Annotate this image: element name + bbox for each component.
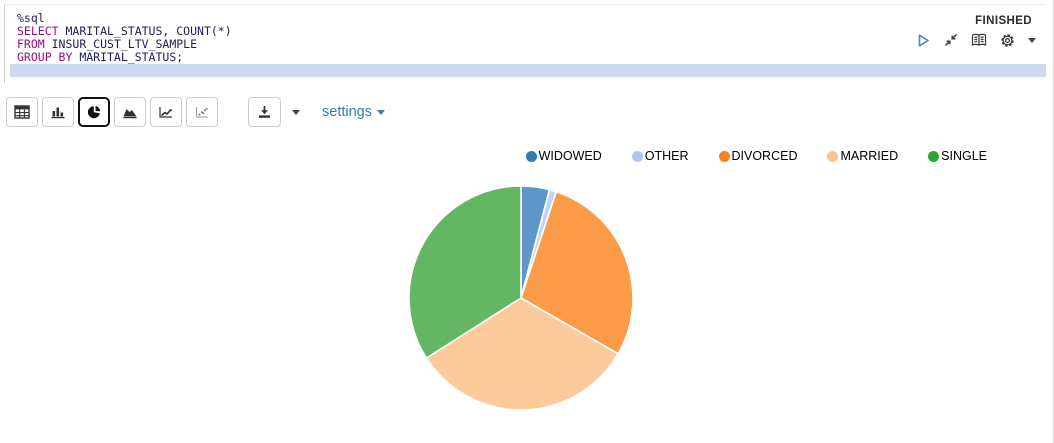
- compress-icon[interactable]: [944, 33, 958, 47]
- legend-dot-icon: [827, 150, 839, 162]
- code-lines: %sql SELECT MARITAL_STATUS, COUNT(*) FROM …: [5, 12, 1046, 77]
- legend-label: OTHER: [644, 149, 689, 163]
- legend-dot-icon: [631, 150, 643, 162]
- pie-slice-single[interactable]: [408, 185, 522, 359]
- code-token: SELECT: [17, 24, 59, 38]
- download-button[interactable]: [248, 97, 281, 127]
- legend-label: MARRIED: [840, 149, 899, 163]
- book-icon[interactable]: [971, 33, 987, 47]
- legend-dot-icon: [928, 150, 940, 162]
- chart-type-table-button[interactable]: [6, 97, 38, 127]
- gear-icon[interactable]: [1000, 33, 1015, 48]
- sql-editor[interactable]: %sql SELECT MARITAL_STATUS, COUNT(*) FROM …: [4, 4, 1046, 83]
- chart-type-scatter-button[interactable]: [186, 97, 218, 127]
- pie-chart-icon: [87, 105, 100, 118]
- download-icon: [259, 106, 270, 118]
- paragraph-status: FINISHED: [975, 15, 1032, 27]
- legend-item-divorced[interactable]: DIVORCED: [718, 149, 798, 163]
- code-token: MARITAL_STATUS;: [72, 50, 184, 64]
- settings-link[interactable]: settings: [322, 104, 385, 120]
- pie-chart-area: [401, 178, 641, 418]
- legend-label: SINGLE: [941, 149, 987, 163]
- chart-type-line-button[interactable]: [150, 97, 182, 127]
- legend-item-widowed[interactable]: WIDOWED: [525, 149, 602, 163]
- code-line[interactable]: FROM INSUR_CUST_LTV_SAMPLE: [5, 38, 1046, 51]
- legend-item-other[interactable]: OTHER: [631, 149, 689, 163]
- legend-label: WIDOWED: [538, 149, 602, 163]
- code-line[interactable]: %sql: [5, 12, 1046, 25]
- code-token: FROM: [17, 37, 45, 51]
- table-icon: [14, 105, 30, 119]
- legend-item-married[interactable]: MARRIED: [827, 149, 898, 163]
- code-line[interactable]: SELECT MARITAL_STATUS, COUNT(*): [5, 25, 1046, 38]
- code-token: GROUP BY: [17, 50, 73, 64]
- settings-label: settings: [322, 104, 372, 120]
- legend-label: DIVORCED: [731, 149, 798, 163]
- caret-down-icon[interactable]: [1028, 37, 1036, 43]
- code-line-active[interactable]: [10, 64, 1046, 77]
- play-icon[interactable]: [916, 33, 931, 48]
- bar-chart-icon: [51, 107, 65, 119]
- area-chart-icon: [123, 109, 137, 119]
- pie-slice-married[interactable]: [425, 297, 619, 411]
- code-token: MARITAL_STATUS, COUNT(*): [58, 24, 232, 38]
- settings-caret-icon: [376, 109, 385, 115]
- code-line[interactable]: GROUP BY MARITAL_STATUS;: [5, 51, 1046, 64]
- scatter-chart-icon: [195, 107, 208, 118]
- chart-legend: WIDOWED OTHER DIVORCED MARRIED SINGLE: [0, 149, 1053, 163]
- chart-toolbar: settings: [6, 97, 385, 127]
- code-token: INSUR_CUST_LTV_SAMPLE: [44, 37, 198, 51]
- line-chart-icon: [159, 107, 172, 118]
- chart-type-pie-button[interactable]: [78, 97, 110, 127]
- chart-type-bar-button[interactable]: [42, 97, 74, 127]
- legend-dot-icon: [718, 150, 730, 162]
- paragraph-controls: [916, 31, 1036, 49]
- chart-type-area-button[interactable]: [114, 97, 146, 127]
- legend-item-single[interactable]: SINGLE: [928, 149, 987, 163]
- pie-chart: [408, 185, 634, 411]
- code-token: %sql: [17, 11, 45, 25]
- download-dropdown-caret[interactable]: [290, 108, 302, 117]
- legend-dot-icon: [525, 150, 537, 162]
